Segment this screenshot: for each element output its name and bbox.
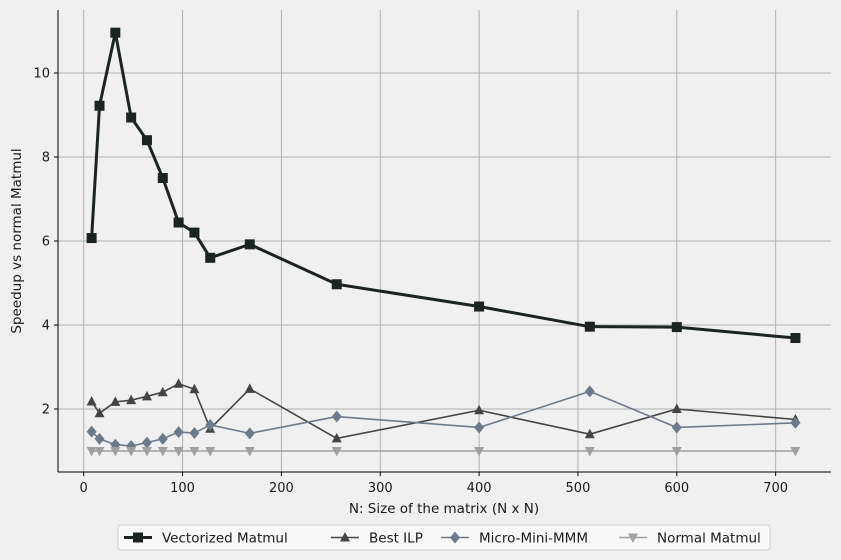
series-normal-matmul: [86, 447, 801, 457]
x-axis-label: N: Size of the matrix (N x N): [349, 501, 539, 517]
data-point: [94, 432, 105, 445]
data-point: [157, 432, 168, 445]
x-tick-label: 0: [80, 481, 88, 496]
data-point: [141, 135, 152, 146]
data-point: [474, 404, 485, 415]
data-point: [126, 394, 137, 405]
data-point: [157, 447, 168, 457]
data-point: [584, 321, 595, 332]
y-tick-label: 2: [42, 403, 50, 418]
data-point: [244, 447, 255, 457]
data-point: [173, 447, 184, 457]
data-point: [671, 403, 682, 413]
legend-marker: [450, 531, 460, 544]
legend-label: Micro-Mini-MMM: [479, 531, 588, 547]
grid-lines: [58, 10, 831, 472]
data-point: [671, 447, 682, 457]
data-point: [86, 233, 97, 244]
data-point: [790, 447, 801, 457]
x-tick-label: 700: [763, 481, 788, 496]
axes: [54, 10, 831, 476]
x-tick-label: 300: [368, 481, 393, 496]
data-point: [141, 390, 152, 401]
x-tick-label: 400: [467, 481, 492, 496]
data-point: [86, 447, 97, 457]
x-tick-label: 600: [664, 481, 689, 496]
data-point: [173, 378, 184, 388]
data-point: [474, 447, 485, 457]
data-point: [584, 385, 595, 398]
data-point: [173, 217, 184, 228]
series-micro-mini-mmm: [86, 385, 801, 452]
tick-labels: 0 100 200 300 400 500 600 700 2 4 6 8 10: [33, 67, 788, 497]
data-point: [157, 386, 168, 397]
data-point: [205, 418, 216, 431]
data-point: [110, 396, 121, 406]
data-point: [205, 447, 216, 457]
data-point: [584, 447, 595, 457]
data-point: [584, 428, 595, 439]
data-point: [790, 333, 801, 344]
x-tick-label: 500: [566, 481, 591, 496]
data-point: [331, 432, 342, 443]
data-point: [86, 425, 97, 438]
data-point: [94, 447, 105, 457]
data-point: [126, 447, 137, 457]
legend-marker: [340, 532, 350, 542]
data-point: [110, 27, 121, 38]
data-point: [244, 239, 255, 250]
y-tick-label: 6: [42, 235, 50, 250]
data-point: [157, 173, 168, 183]
data-point: [189, 426, 200, 439]
series-best-ilp: [86, 378, 801, 443]
data-series: [86, 27, 801, 457]
data-point: [94, 100, 105, 111]
legend-marker: [628, 533, 638, 543]
series-line: [91, 390, 796, 447]
legend-label: Vectorized Matmul: [162, 531, 288, 547]
data-point: [244, 383, 255, 393]
data-point: [474, 301, 485, 312]
data-point: [126, 112, 137, 123]
legend-label: Best ILP: [369, 531, 423, 547]
legend: Vectorized Matmul Best ILP Micro-Mini-MMM N…: [117, 524, 771, 551]
data-point: [331, 410, 342, 423]
data-point: [790, 416, 801, 429]
series-vectorized-matmul: [86, 27, 801, 344]
data-point: [86, 395, 97, 406]
data-point: [141, 447, 152, 457]
y-tick-label: 8: [42, 151, 50, 166]
x-tick-label: 200: [269, 481, 294, 496]
data-point: [331, 279, 342, 290]
y-axis-label: Speedup vs normal Matmul: [9, 148, 25, 333]
data-point: [189, 447, 200, 457]
data-point: [474, 421, 485, 434]
legend-marker: [133, 532, 143, 543]
series-line: [90, 31, 796, 340]
data-point: [189, 227, 200, 238]
legend-label: Normal Matmul: [657, 531, 761, 547]
data-point: [173, 426, 184, 439]
data-point: [94, 407, 105, 418]
data-point: [110, 447, 121, 457]
data-point: [331, 447, 342, 457]
data-point: [205, 252, 216, 263]
data-point: [671, 322, 682, 333]
data-point: [244, 427, 255, 440]
data-point: [671, 421, 682, 434]
x-tick-label: 100: [170, 481, 195, 496]
data-point: [141, 436, 152, 449]
y-tick-label: 4: [42, 319, 50, 334]
y-tick-label: 10: [33, 67, 50, 82]
data-point: [189, 383, 200, 394]
